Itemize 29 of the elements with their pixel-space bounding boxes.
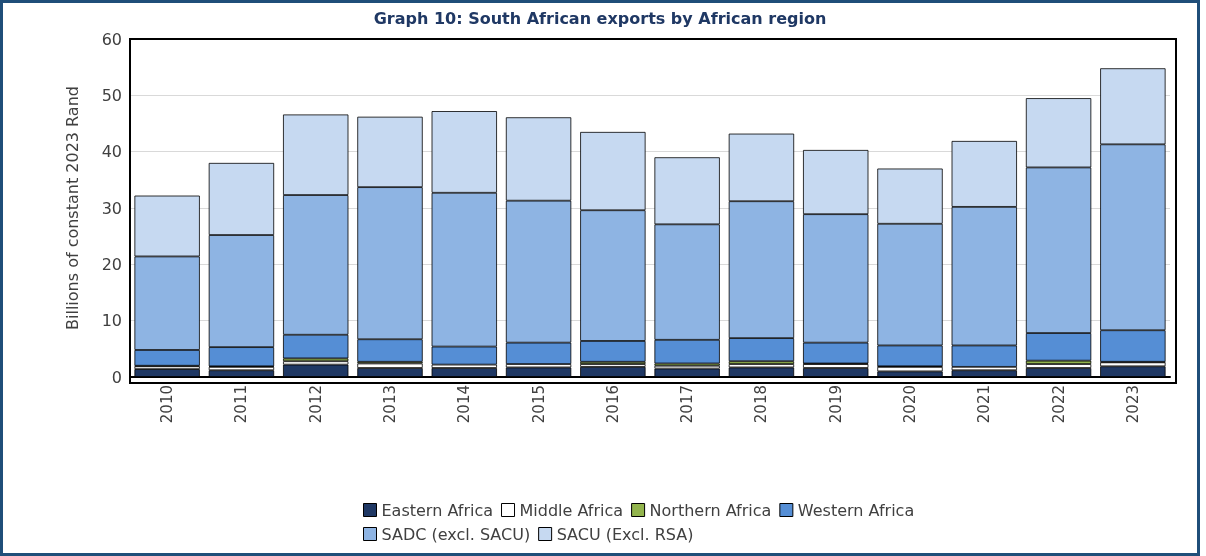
y-tick-label: 10 — [101, 311, 122, 331]
x-tick-label: 2020 — [901, 385, 919, 424]
y-tick-label: 0 — [111, 367, 122, 387]
y-tick-label: 20 — [101, 254, 122, 274]
x-tick-label: 2021 — [975, 385, 994, 424]
x-tick-label: 2018 — [752, 385, 771, 424]
y-tick-label: 60 — [101, 29, 122, 49]
legend-label: SACU (Excl. RSA) — [556, 524, 694, 544]
y-tick-label: 50 — [101, 85, 122, 105]
x-tick-label: 2012 — [306, 385, 325, 424]
x-tick-label: 2017 — [678, 385, 697, 424]
x-tick-label: 2015 — [529, 385, 548, 424]
x-tick-label: 2016 — [603, 385, 622, 424]
x-tick-label: 2014 — [455, 385, 474, 424]
chart-title: Graph 10: South African exports by African region — [373, 8, 827, 28]
x-tick-label: 2010 — [158, 385, 177, 424]
x-tick-label: 2011 — [232, 385, 251, 424]
x-tick-label: 2013 — [381, 385, 399, 424]
y-tick-label: 30 — [101, 198, 122, 218]
x-tick-label: 2023 — [1123, 385, 1142, 424]
y-tick-label: 40 — [101, 142, 122, 162]
legend-label: SADC (excl. SACU) — [381, 524, 531, 544]
y-axis-title: Billions of constant 2023 Rand — [62, 86, 82, 330]
legend-label: Northern Africa — [649, 500, 772, 520]
legend-label: Eastern Africa — [381, 500, 494, 520]
x-tick-label: 2019 — [826, 385, 845, 424]
legend-label: Middle Africa — [519, 500, 624, 520]
x-tick-label: 2022 — [1049, 385, 1068, 424]
legend-label: Western Africa — [797, 500, 915, 520]
